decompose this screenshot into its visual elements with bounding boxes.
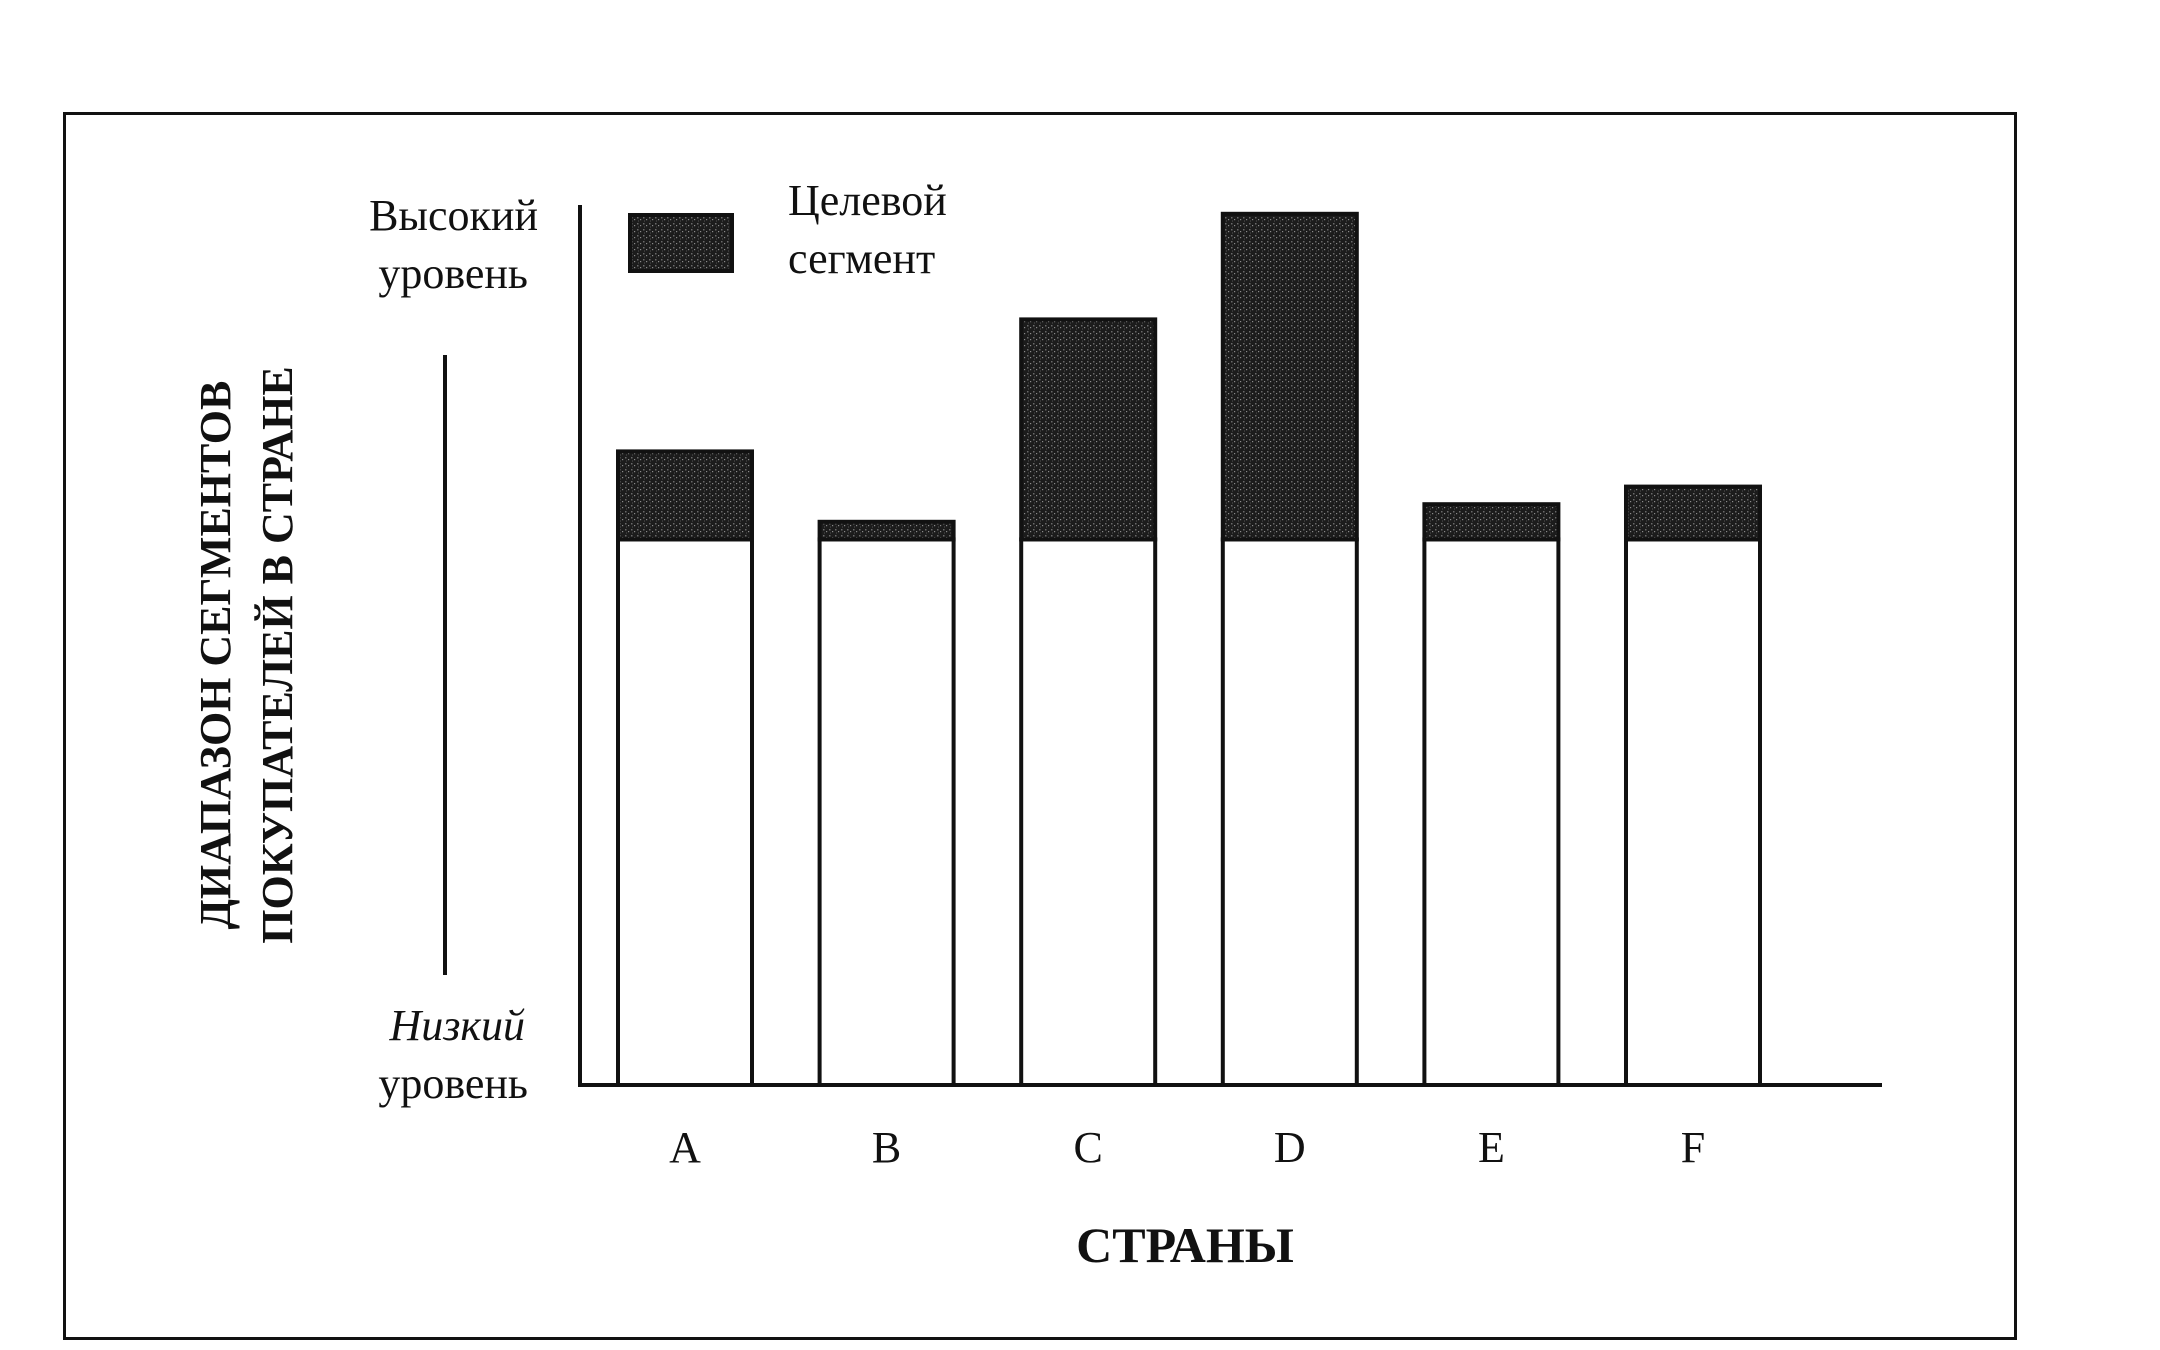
low-level-label-line-2: уровень [378,1059,528,1108]
bar-target-segment-F [1624,484,1762,542]
bar-base-E [1422,537,1561,1087]
y-axis-title-line-1: ДИАПАЗОН СЕГМЕНТОВ [191,381,240,930]
x-tick-label-D: D [1274,1123,1306,1172]
y-axis-title-line-2: ПОКУПАТЕЛЕЙ В СТРАНЕ [253,366,302,943]
bar-base-F [1624,537,1762,1087]
x-tick-labels: A B C D E F [669,1123,1705,1172]
high-level-label-line-2: уровень [378,249,528,298]
x-tick-label-C: C [1074,1123,1103,1172]
bar-target-segment-C [1019,317,1158,542]
legend-label-line-1: Целевой [788,176,947,225]
high-level-label-line-1: Высокий [369,191,538,240]
bar-target-segment-D [1220,211,1359,542]
x-tick-label-B: B [872,1123,901,1172]
bar-base-D [1220,537,1359,1087]
x-tick-label-E: E [1478,1123,1505,1172]
bar-target-segment-A [616,449,754,542]
x-tick-label-A: A [669,1123,701,1172]
legend-swatch [628,213,734,273]
low-level-label-line-1: Низкий [388,1001,525,1050]
bars [616,211,1762,1087]
bar-base-A [616,537,754,1087]
chart-frame [63,112,2017,1340]
bar-target-segment-B [817,519,956,542]
legend-label-line-2: сегмент [788,234,935,283]
x-tick-label-F: F [1681,1123,1705,1172]
bar-target-segment-E [1422,502,1561,542]
y-axis-title: ДИАПАЗОН СЕГМЕНТОВ ПОКУПАТЕЛЕЙ В СТРАНЕ [191,366,302,943]
bar-base-C [1019,537,1158,1087]
x-axis-title: СТРАНЫ [1076,1217,1294,1273]
bar-base-B [817,537,956,1087]
